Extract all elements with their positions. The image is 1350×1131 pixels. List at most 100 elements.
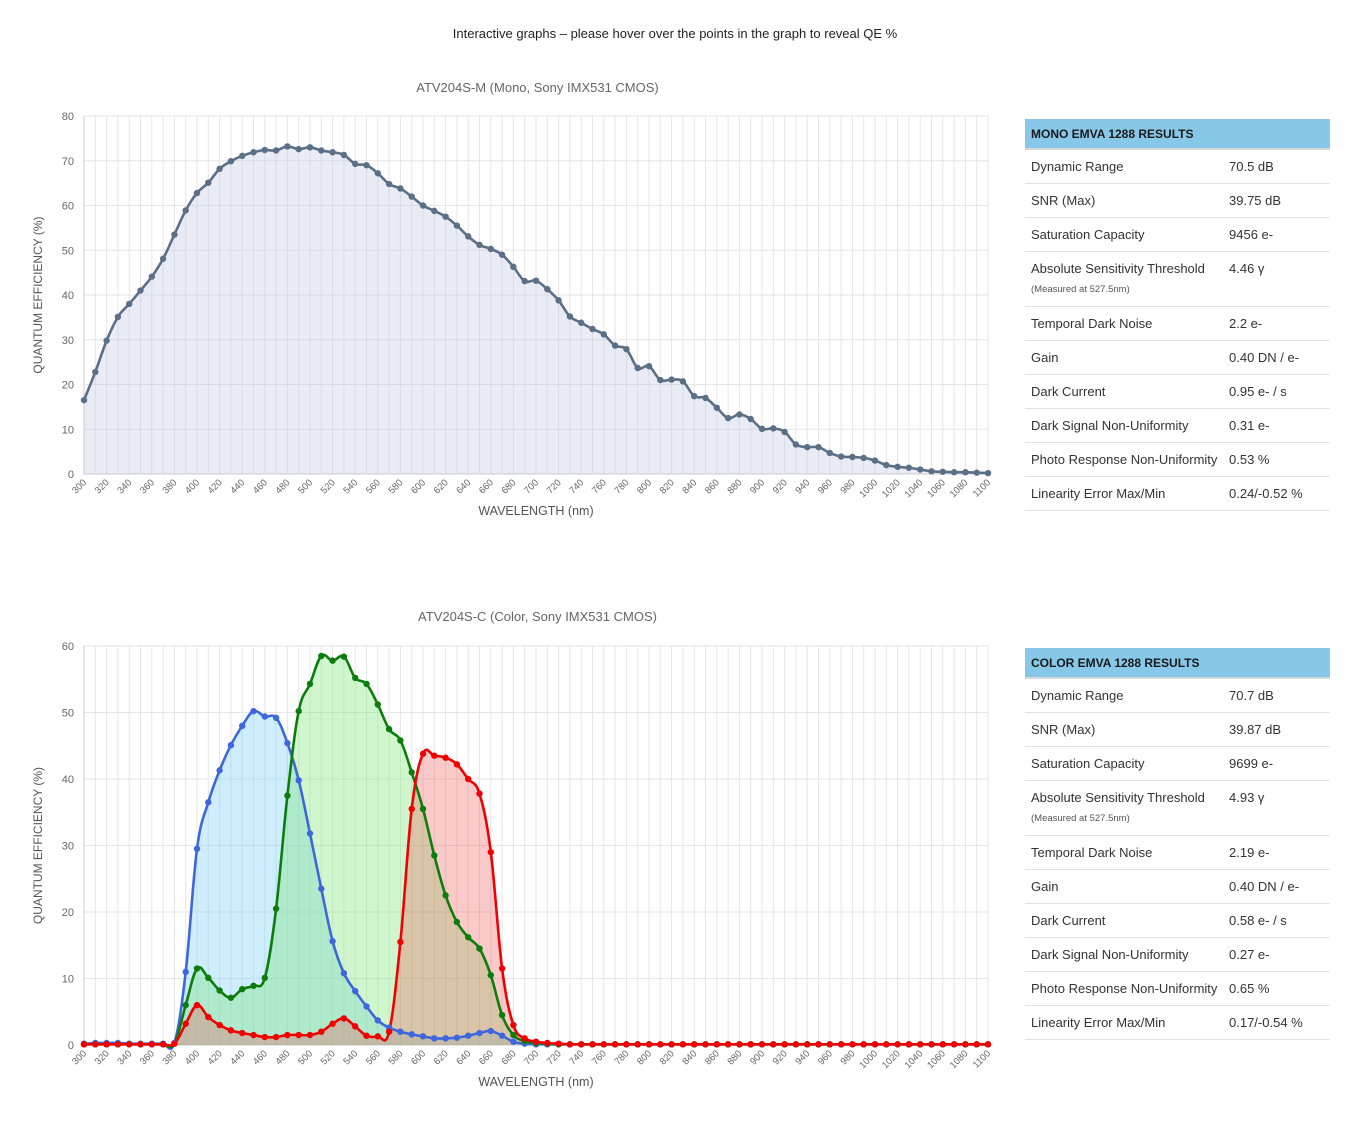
data-point-green-660[interactable] [487, 971, 494, 979]
data-point-green-520[interactable] [329, 657, 336, 664]
data-point-mono-1030[interactable] [905, 464, 913, 471]
data-point-red-810[interactable] [657, 1041, 664, 1048]
data-point-red-690[interactable] [521, 1035, 528, 1042]
data-point-mono-660[interactable] [487, 245, 494, 253]
data-point-red-760[interactable] [600, 1041, 607, 1048]
data-point-mono-370[interactable] [159, 255, 167, 262]
data-point-red-600[interactable] [419, 750, 427, 757]
data-point-blue-610[interactable] [431, 1035, 438, 1042]
data-point-mono-830[interactable] [679, 378, 687, 385]
data-point-red-940[interactable] [804, 1041, 811, 1048]
data-point-mono-300[interactable] [80, 396, 88, 404]
data-point-blue-480[interactable] [284, 739, 291, 747]
data-point-red-740[interactable] [578, 1041, 585, 1048]
data-point-mono-650[interactable] [476, 241, 483, 249]
data-point-mono-380[interactable] [171, 231, 178, 238]
data-point-mono-950[interactable] [815, 443, 822, 451]
data-point-mono-630[interactable] [453, 222, 461, 229]
data-point-mono-1040[interactable] [917, 466, 924, 473]
data-point-red-500[interactable] [306, 1031, 314, 1039]
data-point-mono-690[interactable] [521, 277, 528, 285]
data-point-red-770[interactable] [611, 1041, 619, 1048]
data-point-mono-480[interactable] [284, 143, 291, 150]
data-point-red-540[interactable] [352, 1023, 359, 1030]
data-point-blue-630[interactable] [453, 1034, 461, 1041]
data-point-mono-400[interactable] [193, 189, 201, 197]
data-point-mono-470[interactable] [272, 147, 280, 154]
data-point-mono-530[interactable] [340, 151, 348, 159]
data-point-blue-590[interactable] [408, 1031, 415, 1038]
data-point-mono-970[interactable] [837, 453, 845, 460]
data-point-red-660[interactable] [487, 848, 494, 856]
data-point-red-320[interactable] [103, 1041, 110, 1048]
data-point-mono-560[interactable] [374, 170, 381, 177]
data-point-blue-470[interactable] [272, 714, 280, 722]
data-point-mono-360[interactable] [148, 273, 155, 280]
data-point-mono-920[interactable] [781, 428, 788, 436]
data-point-blue-580[interactable] [397, 1028, 404, 1035]
data-point-mono-880[interactable] [736, 411, 743, 418]
data-point-mono-440[interactable] [239, 152, 246, 160]
data-point-blue-660[interactable] [487, 1027, 494, 1035]
data-point-blue-550[interactable] [363, 1003, 370, 1010]
data-point-green-410[interactable] [205, 974, 212, 982]
data-point-mono-490[interactable] [295, 145, 302, 153]
data-point-mono-350[interactable] [137, 287, 144, 294]
data-point-mono-600[interactable] [419, 202, 427, 209]
data-point-red-360[interactable] [148, 1041, 155, 1048]
data-point-mono-580[interactable] [397, 185, 404, 192]
data-point-red-550[interactable] [363, 1032, 370, 1039]
data-point-blue-530[interactable] [340, 969, 348, 977]
data-point-red-370[interactable] [159, 1041, 167, 1048]
data-point-red-430[interactable] [227, 1027, 235, 1034]
data-point-red-530[interactable] [340, 1015, 348, 1022]
data-point-mono-450[interactable] [250, 149, 257, 156]
data-point-red-1040[interactable] [917, 1041, 924, 1048]
data-point-mono-1100[interactable] [984, 469, 992, 477]
data-point-blue-520[interactable] [329, 938, 336, 945]
data-point-red-330[interactable] [114, 1041, 122, 1048]
data-point-red-860[interactable] [713, 1041, 720, 1048]
data-point-mono-1080[interactable] [962, 469, 969, 476]
data-point-mono-840[interactable] [691, 392, 698, 400]
data-point-mono-430[interactable] [227, 157, 235, 165]
data-point-red-490[interactable] [295, 1031, 302, 1039]
data-point-blue-640[interactable] [465, 1032, 472, 1039]
data-point-blue-410[interactable] [205, 799, 212, 806]
data-point-green-610[interactable] [431, 852, 438, 859]
data-point-green-440[interactable] [239, 985, 246, 993]
data-point-mono-700[interactable] [532, 277, 540, 284]
data-point-red-630[interactable] [453, 761, 461, 768]
data-point-green-400[interactable] [193, 965, 201, 972]
data-point-red-620[interactable] [442, 754, 449, 761]
data-point-green-510[interactable] [318, 652, 325, 660]
data-point-mono-990[interactable] [860, 454, 867, 462]
data-point-blue-500[interactable] [306, 830, 314, 837]
data-point-mono-790[interactable] [634, 364, 641, 372]
data-point-red-340[interactable] [126, 1041, 133, 1048]
data-point-green-480[interactable] [284, 792, 291, 799]
data-point-green-560[interactable] [374, 701, 381, 708]
data-point-mono-680[interactable] [510, 263, 517, 271]
data-point-red-730[interactable] [566, 1041, 574, 1048]
data-point-blue-540[interactable] [352, 987, 359, 995]
data-point-mono-800[interactable] [645, 362, 653, 370]
data-point-red-1080[interactable] [962, 1041, 969, 1048]
data-point-green-670[interactable] [498, 1011, 506, 1019]
data-point-red-640[interactable] [465, 775, 472, 783]
data-point-green-570[interactable] [385, 725, 393, 733]
data-point-red-480[interactable] [284, 1031, 291, 1039]
data-point-red-950[interactable] [815, 1041, 822, 1048]
data-point-mono-1060[interactable] [939, 468, 946, 475]
data-point-green-680[interactable] [510, 1031, 517, 1039]
data-point-red-350[interactable] [137, 1041, 144, 1048]
data-point-blue-450[interactable] [250, 707, 257, 715]
data-point-mono-510[interactable] [318, 147, 325, 154]
data-point-mono-620[interactable] [442, 213, 449, 220]
data-point-mono-590[interactable] [408, 193, 415, 200]
data-point-red-1010[interactable] [883, 1041, 890, 1048]
data-point-green-430[interactable] [227, 994, 235, 1001]
data-point-green-630[interactable] [453, 918, 461, 926]
data-point-blue-400[interactable] [193, 845, 201, 853]
